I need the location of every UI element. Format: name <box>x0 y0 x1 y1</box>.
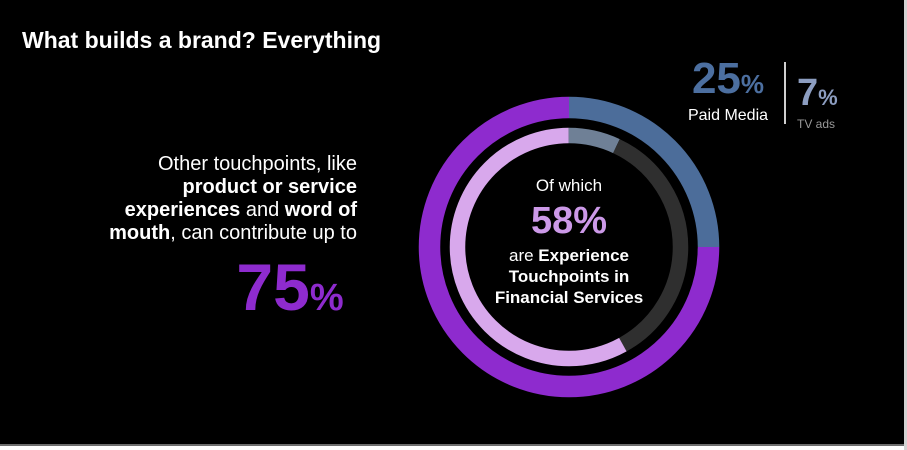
note-line: mouth, can contribute up to <box>109 222 357 244</box>
big-75-value: 75% <box>215 254 365 320</box>
donut-segment-inner-experience-touchpoints-in-financial-services <box>449 127 689 367</box>
paid-media-value: 25% <box>691 54 765 103</box>
note-line: Touchpoints in <box>508 267 630 286</box>
callout-paid-media: 25% Paid Media <box>678 57 778 125</box>
note-line: experiences and word of <box>124 199 357 221</box>
donut-center-intro: Of which <box>535 176 603 195</box>
donut-segment-outer-other-touchpoints-product-or-service-experiences-word-of-mouth <box>418 96 720 398</box>
big-75-unit: % <box>309 277 344 319</box>
callout-tv-ads: 7% TV ads <box>797 74 838 131</box>
donut-chart <box>418 96 720 398</box>
donut-center-value: 58% <box>530 200 608 242</box>
bottom-border-white <box>0 446 907 450</box>
tv-ads-label: TV ads <box>797 117 836 131</box>
note-line: product or service <box>182 176 357 198</box>
note-line: Financial Services <box>494 288 644 307</box>
note-line: Other touchpoints, like <box>158 153 357 175</box>
donut-segment-inner-remainder <box>449 127 689 367</box>
right-border <box>904 0 907 450</box>
donut-center-lines: are Experience Touchpoints in Financial Se… <box>495 245 643 308</box>
big-75-number: 75 <box>236 250 310 324</box>
donut-center-label: Of which 58% are Experience Touchpoints i… <box>409 82 729 402</box>
tv-ads-value: 7% <box>797 72 838 114</box>
note-line: are Experience <box>508 246 630 265</box>
left-note: Other touchpoints, like product or servic… <box>77 153 357 245</box>
paid-media-label: Paid Media <box>687 107 769 124</box>
bottom-border-gray <box>0 444 907 446</box>
page-title: What builds a brand? Everything <box>22 27 382 53</box>
callout-divider <box>784 62 786 124</box>
